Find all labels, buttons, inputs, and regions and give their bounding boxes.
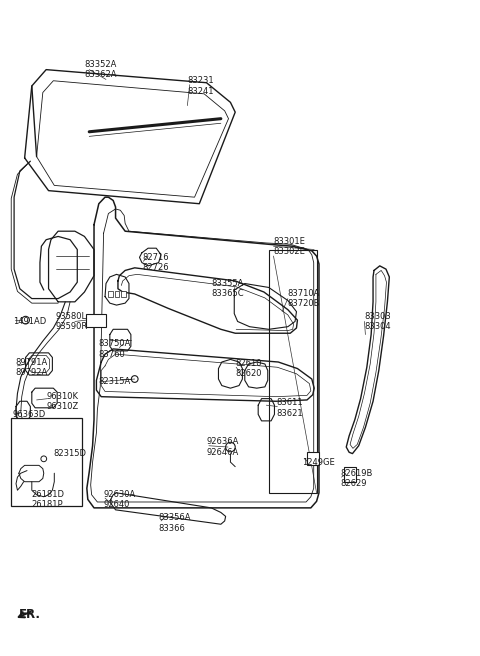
Text: 82716
82726: 82716 82726 [142, 253, 168, 272]
Bar [108, 291, 113, 297]
Bar [86, 314, 106, 327]
Text: 83303
83304: 83303 83304 [364, 312, 391, 331]
Text: 82610
82620: 82610 82620 [235, 359, 262, 379]
Text: 26181D
26181P: 26181D 26181P [32, 489, 65, 509]
Bar [11, 419, 82, 506]
Bar [115, 291, 120, 297]
Text: FR.: FR. [19, 608, 41, 621]
Text: 82315D: 82315D [53, 449, 86, 458]
Text: 83352A
83362A: 83352A 83362A [84, 60, 117, 79]
Text: 96363D: 96363D [12, 410, 46, 419]
Text: 93580L
93590R: 93580L 93590R [56, 312, 88, 331]
Text: 83355A
83365C: 83355A 83365C [211, 279, 244, 298]
Text: 82315A: 82315A [99, 377, 131, 386]
Text: 83611
83621: 83611 83621 [276, 398, 302, 417]
Bar [121, 291, 126, 297]
Text: 83231
83241: 83231 83241 [187, 76, 214, 96]
Text: 83356A
83366: 83356A 83366 [158, 513, 191, 533]
Text: 89791A
89792A: 89791A 89792A [15, 358, 48, 377]
Text: 1249GE: 1249GE [302, 458, 335, 466]
Text: 1491AD: 1491AD [12, 317, 46, 326]
Text: 83750A
83760: 83750A 83760 [99, 339, 131, 359]
Text: 83710A
83720B: 83710A 83720B [288, 289, 320, 308]
Text: 96310K
96310Z: 96310K 96310Z [46, 392, 78, 411]
Text: 92636A
92646A: 92636A 92646A [206, 438, 239, 457]
Text: 83301E
83302E: 83301E 83302E [274, 237, 305, 256]
Bar [344, 466, 356, 482]
Text: 82619B
82629: 82619B 82629 [340, 469, 373, 488]
Bar [269, 249, 317, 493]
Bar [307, 452, 319, 465]
Text: 92630A
92640: 92630A 92640 [104, 489, 136, 509]
